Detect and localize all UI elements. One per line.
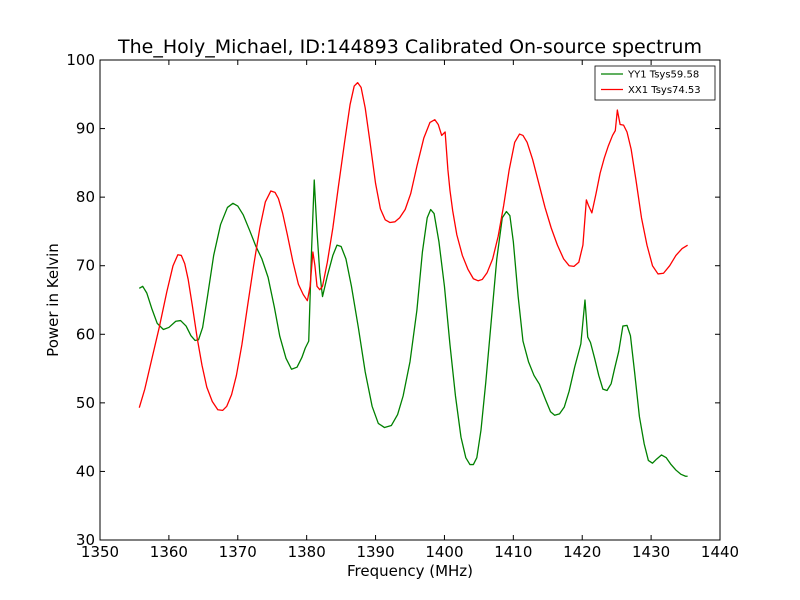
y-tick-label: 30 — [76, 531, 95, 549]
axis-ticks: 1350 1360 1370 1380 1390 1400 1410 1420 1430 1440… — [66, 51, 739, 561]
x-tick-label: 1400 — [425, 543, 463, 561]
x-tick-label: 1380 — [288, 543, 326, 561]
y-tick-label: 100 — [66, 51, 95, 69]
x-tick-label: 1360 — [150, 543, 188, 561]
y-tick-label: 70 — [76, 257, 95, 275]
y-tick-label: 40 — [76, 462, 95, 480]
y-tick-label: 80 — [76, 188, 95, 206]
x-tick-label: 1370 — [219, 543, 257, 561]
x-tick-label: 1410 — [494, 543, 532, 561]
legend-label-xx1: XX1 Tsys74.53 — [628, 85, 701, 96]
x-tick-label: 1430 — [632, 543, 670, 561]
y-tick-label: 90 — [76, 120, 95, 138]
x-tick-label: 1420 — [563, 543, 601, 561]
x-axis-label: Frequency (MHz) — [347, 562, 473, 580]
y-axis-label: Power in Kelvin — [44, 243, 62, 357]
chart-title: The_Holy_Michael, ID:144893 Calibrated O… — [117, 36, 702, 58]
series-line-yy1 — [138, 179, 688, 477]
plot-frame — [99, 59, 721, 541]
y-tick-label: 50 — [76, 394, 95, 412]
legend-box — [594, 65, 716, 101]
x-tick-label: 1350 — [81, 543, 119, 561]
x-tick-label: 1390 — [356, 543, 394, 561]
y-tick-label: 60 — [76, 325, 95, 343]
legend-label-yy1: YY1 Tsys59.58 — [627, 70, 699, 81]
plot-area — [138, 81, 688, 477]
legend: YY1 Tsys59.58 XX1 Tsys74.53 — [594, 65, 716, 101]
series-line-xx1 — [138, 81, 688, 412]
x-tick-label: 1440 — [701, 543, 739, 561]
